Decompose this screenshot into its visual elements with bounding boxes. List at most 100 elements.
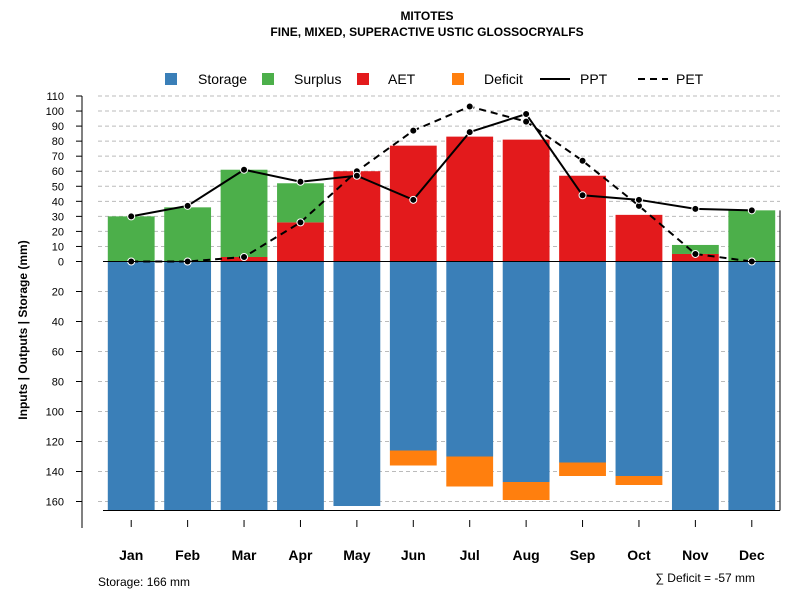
aet-bar: [446, 136, 494, 262]
x-tick-label: Jul: [460, 547, 480, 563]
ppt-point: [465, 128, 474, 137]
surplus-bar: [728, 210, 776, 262]
y-tick-label: 120: [46, 437, 64, 449]
legend-swatch-deficit: [452, 73, 464, 85]
deficit-note: ∑ Deficit = -57 mm: [655, 571, 755, 585]
deficit-bar: [615, 476, 663, 485]
x-tick-label: Jun: [401, 547, 426, 563]
legend-swatch-aet: [357, 73, 369, 85]
surplus-bar: [277, 183, 324, 223]
ppt-point: [127, 212, 136, 221]
storage-bar: [728, 261, 776, 511]
y-tick-label: 100: [46, 106, 64, 118]
legend-label-deficit: Deficit: [484, 71, 523, 87]
surplus-bar: [671, 244, 719, 254]
storage-bar: [559, 261, 606, 463]
storage-bar: [333, 261, 381, 506]
pet-point: [522, 117, 531, 126]
storage-bar: [277, 261, 324, 511]
legend: Storage Surplus AET Deficit PPT PET: [165, 71, 704, 87]
x-tick-label: Sep: [570, 547, 596, 563]
ppt-point: [522, 110, 531, 119]
x-tick-label: Mar: [232, 547, 257, 563]
aet-bar: [615, 214, 663, 262]
series-lines: [127, 102, 756, 266]
pet-point: [578, 156, 587, 165]
pet-point: [296, 218, 305, 227]
ppt-point: [578, 191, 587, 200]
storage-bar: [446, 261, 494, 457]
storage-bar: [220, 261, 268, 511]
surplus-bar: [220, 169, 268, 257]
y-tick-label: 110: [46, 91, 64, 103]
storage-bar: [107, 261, 155, 511]
legend-swatch-surplus: [262, 73, 274, 85]
ppt-point: [747, 206, 756, 215]
ppt-point: [409, 195, 418, 204]
y-tick-label: 70: [52, 151, 64, 163]
y-tick-label: 60: [52, 347, 64, 359]
chart-title: MITOTES: [400, 9, 453, 23]
storage-bar: [671, 261, 719, 511]
y-tick-label: 80: [52, 377, 64, 389]
y-tick-label: 50: [52, 181, 64, 193]
y-tick-label: 140: [46, 467, 64, 479]
ppt-line: [131, 112, 752, 218]
x-tick-label: Apr: [288, 547, 313, 563]
pet-point: [240, 252, 249, 261]
y-tick-label: 100: [46, 407, 64, 419]
x-tick-label: Nov: [682, 547, 709, 563]
storage-bar: [164, 261, 212, 511]
legend-label-storage: Storage: [198, 71, 247, 87]
deficit-bar: [446, 456, 494, 487]
x-tick-label: Dec: [739, 547, 765, 563]
legend-label-pet: PET: [676, 71, 704, 87]
surplus-bar: [164, 207, 212, 262]
pet-point: [409, 126, 418, 135]
y-tick-label: 80: [52, 136, 64, 148]
legend-label-aet: AET: [388, 71, 416, 87]
gridlines: [98, 95, 780, 502]
ppt-point: [352, 171, 361, 180]
aet-bar: [277, 222, 324, 262]
y-tick-label: 90: [52, 121, 64, 133]
aet-bar: [559, 175, 606, 262]
aet-bar: [502, 139, 550, 262]
x-tick-label: Aug: [513, 547, 540, 563]
pet-point: [691, 249, 700, 258]
pet-point: [465, 102, 474, 111]
x-tick-label: Jan: [119, 547, 143, 563]
y-tick-label: 60: [52, 166, 64, 178]
y-tick-label: 0: [58, 257, 64, 269]
deficit-bar: [559, 462, 606, 476]
y-tick-label: 20: [52, 287, 64, 299]
deficit-bar: [389, 450, 437, 466]
x-tick-label: Feb: [175, 547, 200, 563]
chart-subtitle: FINE, MIXED, SUPERACTIVE USTIC GLOSSOCRY…: [270, 25, 583, 39]
legend-label-surplus: Surplus: [294, 71, 341, 87]
ppt-point: [183, 201, 192, 210]
storage-bar: [389, 261, 437, 451]
y-axis-label: Inputs | Outputs | Storage (mm): [16, 240, 30, 419]
storage-note: Storage: 166 mm: [98, 575, 190, 589]
legend-label-ppt: PPT: [580, 71, 608, 87]
ppt-point: [296, 177, 305, 186]
y-tick-label: 30: [52, 211, 64, 223]
y-tick-label: 40: [52, 317, 64, 329]
legend-swatch-storage: [165, 73, 177, 85]
ppt-point: [240, 165, 249, 174]
storage-bar: [615, 261, 663, 476]
storage-bar: [502, 261, 550, 482]
deficit-bar: [502, 482, 550, 500]
y-tick-label: 10: [52, 241, 64, 253]
x-tick-label: May: [343, 547, 370, 563]
surplus-bar: [107, 216, 155, 262]
ppt-point: [691, 204, 700, 213]
ppt-point: [634, 195, 643, 204]
x-tick-label: Oct: [627, 547, 651, 563]
y-tick-label: 160: [46, 497, 64, 509]
y-tick-label: 20: [52, 226, 64, 238]
bars: [107, 136, 776, 511]
y-tick-label: 40: [52, 196, 64, 208]
